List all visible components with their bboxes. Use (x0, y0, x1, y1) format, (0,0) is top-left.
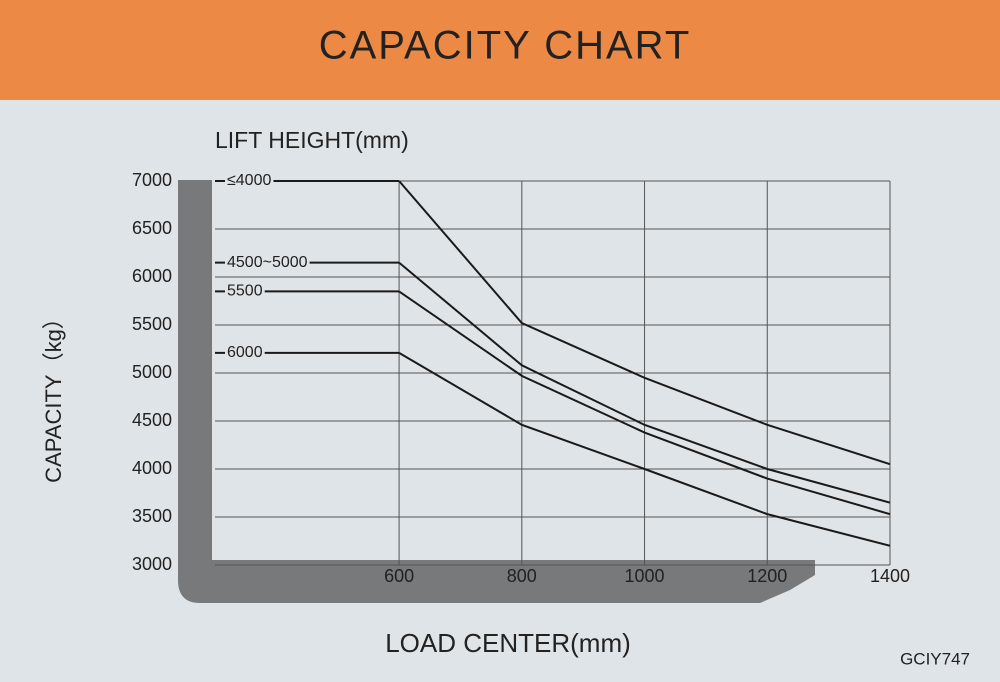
x-tick-label: 1000 (625, 566, 665, 586)
code-label: GCIY747 (900, 649, 970, 668)
x-tick-label: 800 (507, 566, 537, 586)
series-label: 6000 (227, 344, 263, 361)
series-label: ≤4000 (227, 172, 271, 189)
series-line (398, 261, 891, 504)
series-label-bg (225, 253, 310, 271)
x-tick-label: 1200 (747, 566, 787, 586)
legend-title: LIFT HEIGHT(mm) (215, 127, 409, 153)
series-label-bg (225, 282, 265, 300)
series-label-bg (225, 344, 265, 362)
x-tick-label: 1400 (870, 566, 910, 586)
x-axis-label: LOAD CENTER(mm) (385, 628, 631, 658)
y-tick-label: 7000 (132, 170, 172, 190)
series-line (398, 180, 891, 466)
header-band (0, 0, 1000, 100)
y-tick-label: 4000 (132, 458, 172, 478)
y-tick-label: 6000 (132, 266, 172, 286)
series-label-bg (225, 172, 274, 190)
y-tick-label: 5000 (132, 362, 172, 382)
y-tick-label: 4500 (132, 410, 172, 430)
series-line (398, 290, 891, 516)
x-tick-label: 600 (384, 566, 414, 586)
fork-shape (178, 180, 815, 603)
y-tick-label: 6500 (132, 218, 172, 238)
series-line (398, 351, 891, 547)
y-axis-label: CAPACITY（kg） (41, 307, 66, 483)
y-tick-label: 3000 (132, 554, 172, 574)
series-label: 4500~5000 (227, 254, 308, 271)
y-tick-label: 5500 (132, 314, 172, 334)
chart-title: CAPACITY CHART (319, 24, 692, 68)
series-label: 5500 (227, 283, 263, 300)
y-tick-label: 3500 (132, 506, 172, 526)
